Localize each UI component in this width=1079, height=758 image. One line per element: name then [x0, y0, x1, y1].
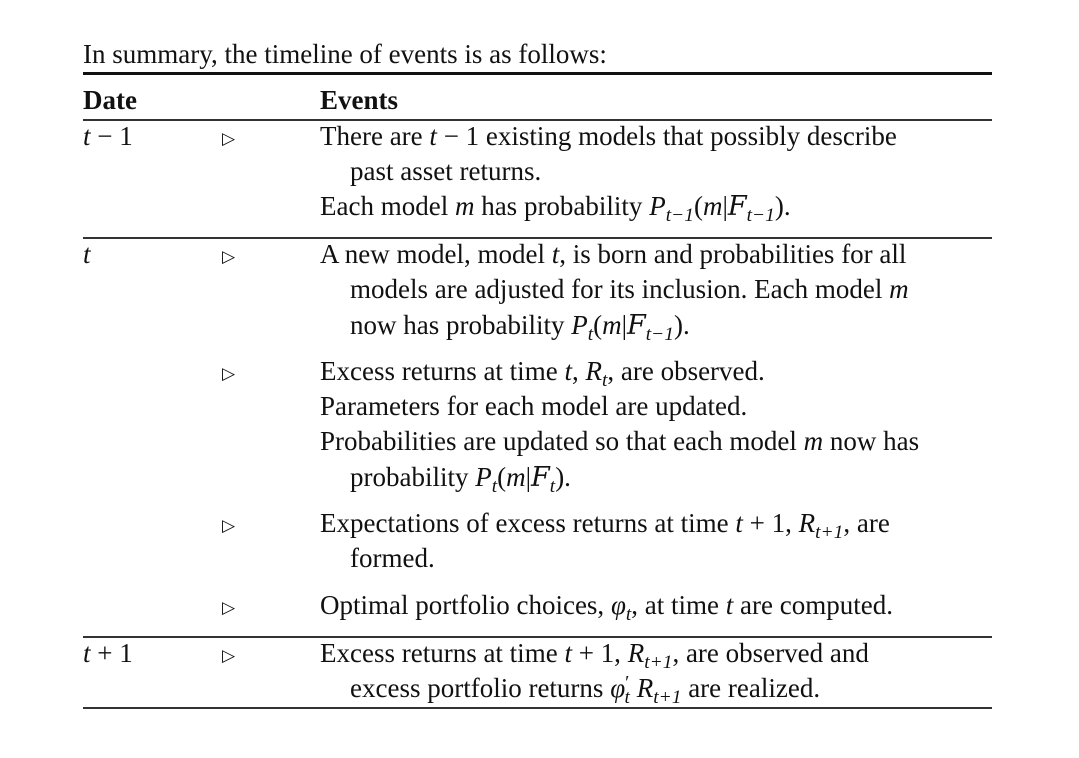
bottom-rule	[83, 707, 992, 709]
header-rule	[83, 119, 992, 121]
event-line: formed.	[350, 543, 435, 573]
marker-icon: ▷	[222, 516, 236, 536]
date-t-plus-1: t + 1	[83, 638, 133, 668]
row-rule	[83, 237, 992, 239]
top-rule	[83, 72, 992, 75]
date-header: Date	[83, 85, 137, 115]
event-line: Optimal portfolio choices, φt, at time t…	[320, 590, 893, 625]
event-line: Each model m has probability Pt−1(m|Ft−1…	[320, 191, 791, 226]
events-header: Events	[320, 85, 399, 115]
event-line: probability Pt(m|Ft).	[350, 462, 571, 497]
marker-icon: ▷	[222, 598, 236, 618]
event-line: models are adjusted for its inclusion. E…	[350, 274, 909, 304]
row-rule	[83, 636, 992, 638]
marker-icon: ▷	[222, 364, 236, 384]
intro-text: In summary, the timeline of events is as…	[83, 39, 607, 69]
event-line: past asset returns.	[350, 156, 542, 186]
event-line: Probabilities are updated so that each m…	[320, 426, 920, 456]
date-t: t	[83, 239, 91, 269]
event-line: excess portfolio returns φ′t Rt+1 are re…	[350, 672, 821, 708]
event-line: A new model, model t, is born and probab…	[320, 239, 907, 269]
event-line: Excess returns at time t + 1, Rt+1, are …	[320, 638, 869, 673]
event-line: Parameters for each model are updated.	[320, 391, 748, 421]
event-line: now has probability Pt(m|Ft−1).	[350, 310, 690, 345]
event-line: Excess returns at time t, Rt, are observ…	[320, 356, 765, 391]
marker-icon: ▷	[222, 646, 236, 666]
event-line: There are t − 1 existing models that pos…	[320, 121, 897, 151]
date-t-minus-1: t − 1	[83, 121, 133, 151]
marker-icon: ▷	[222, 129, 236, 149]
marker-icon: ▷	[222, 247, 236, 267]
event-line: Expectations of excess returns at time t…	[320, 508, 890, 543]
